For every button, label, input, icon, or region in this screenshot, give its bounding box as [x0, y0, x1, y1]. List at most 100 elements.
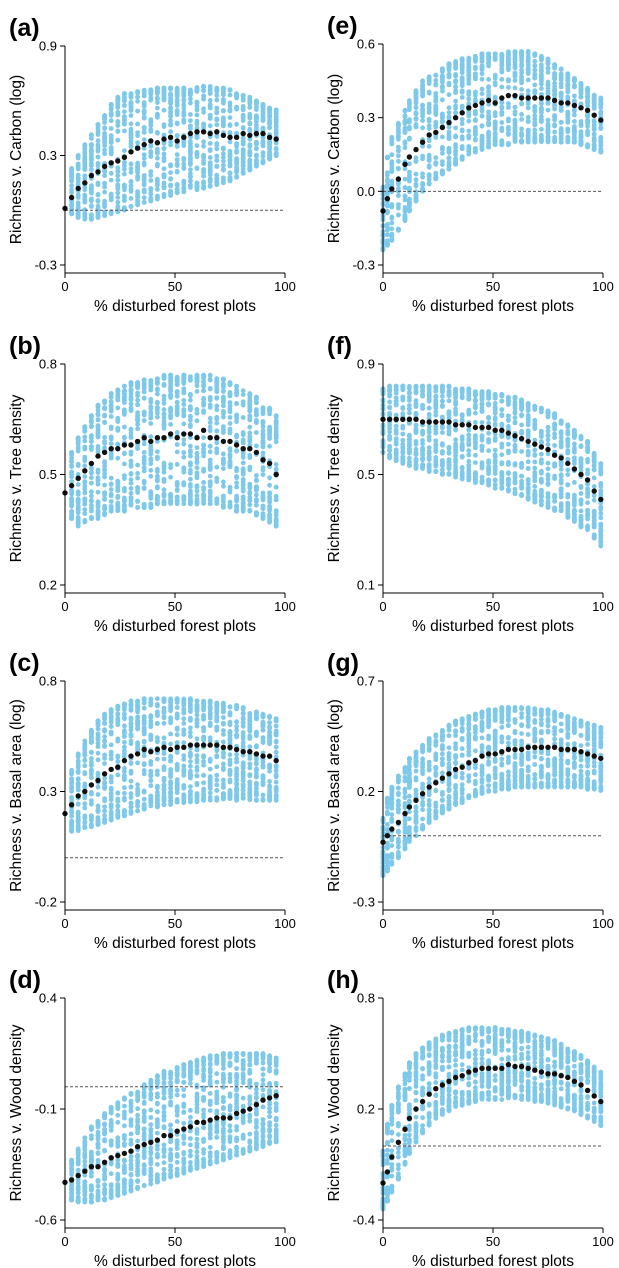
scatter-point: [466, 113, 472, 119]
scatter-point: [115, 387, 121, 393]
scatter-point: [240, 432, 246, 438]
scatter-point: [387, 404, 392, 410]
scatter-point: [407, 126, 412, 132]
scatter-point: [459, 437, 465, 442]
scatter-point: [89, 489, 94, 495]
scatter-point: [194, 125, 200, 131]
scatter-point: [486, 401, 491, 407]
scatter-point: [389, 220, 395, 226]
scatter-point: [254, 146, 259, 151]
scatter-point: [240, 488, 246, 494]
scatter-point: [201, 403, 207, 408]
scatter-point: [194, 151, 200, 157]
scatter-point: [102, 204, 107, 210]
panel-label: (f): [327, 332, 352, 360]
scatter-point: [240, 460, 246, 466]
scatter-point: [201, 497, 207, 503]
scatter-point: [188, 162, 193, 167]
scatter-point: [473, 109, 478, 115]
scatter-point: [135, 168, 141, 173]
scatter-point: [396, 181, 401, 187]
scatter-point: [499, 77, 505, 82]
scatter-point: [174, 163, 180, 169]
scatter-point: [240, 415, 246, 420]
scatter-point: [254, 153, 259, 159]
scatter-point: [433, 91, 439, 96]
scatter-point: [174, 120, 180, 126]
scatter-point: [95, 122, 101, 127]
scatter-point: [273, 152, 279, 157]
scatter-point: [433, 98, 439, 104]
scatter-point: [512, 111, 518, 117]
scatter-point: [194, 501, 200, 507]
scatter-point: [214, 420, 220, 426]
scatter-point: [181, 97, 187, 102]
scatter-point: [413, 446, 419, 452]
scatter-point: [512, 399, 518, 405]
scatter-point: [221, 86, 226, 92]
scatter-point: [168, 183, 174, 189]
scatter-point: [512, 406, 518, 411]
scatter-point: [141, 195, 147, 201]
y-axis-label: Richness v. Tree density: [8, 394, 25, 562]
scatter-point: [181, 450, 187, 455]
scatter-point: [479, 463, 485, 469]
scatter-point: [141, 505, 147, 510]
scatter-point: [459, 413, 465, 419]
scatter-point: [420, 118, 425, 123]
scatter-point: [453, 105, 458, 111]
scatter-point: [466, 128, 472, 134]
scatter-point: [194, 103, 200, 109]
scatter-point: [168, 176, 174, 182]
scatter-point: [234, 401, 240, 407]
scatter-point: [221, 108, 226, 113]
scatter-point: [525, 77, 531, 83]
scatter-point: [413, 457, 419, 463]
scatter-point: [194, 465, 200, 471]
scatter-point: [254, 473, 259, 478]
mean-point: [88, 172, 95, 179]
scatter-point: [227, 100, 233, 106]
scatter-point: [234, 175, 240, 180]
scatter-point: [135, 490, 141, 495]
scatter-point: [532, 63, 538, 69]
scatter-point: [155, 400, 160, 406]
scatter-point: [82, 425, 88, 431]
mean-point: [538, 95, 545, 101]
scatter-point: [396, 136, 401, 142]
scatter-point: [102, 496, 107, 501]
scatter-point: [214, 428, 220, 434]
scatter-point: [148, 191, 154, 197]
scatter-point: [122, 206, 127, 212]
scatter-point: [148, 456, 154, 462]
scatter-point: [194, 181, 200, 187]
scatter-point: [141, 382, 147, 388]
scatter-point: [402, 213, 408, 219]
scatter-point: [389, 161, 395, 167]
scatter-point: [466, 151, 472, 157]
scatter-point: [102, 398, 107, 404]
scatter-point: [148, 496, 154, 501]
scatter-point: [227, 463, 233, 469]
scatter-point: [82, 154, 88, 160]
scatter-point: [389, 136, 395, 141]
scatter-point: [525, 66, 531, 72]
scatter-point: [168, 415, 174, 421]
scatter-point: [539, 132, 544, 138]
scatter-point: [247, 391, 253, 397]
scatter-point: [585, 89, 590, 94]
scatter-point: [578, 121, 584, 127]
scatter-point: [69, 203, 74, 208]
scatter-point: [240, 502, 246, 507]
scatter-point: [135, 426, 141, 432]
scatter-point: [221, 411, 226, 416]
scatter-point: [512, 65, 518, 71]
scatter-point: [499, 56, 505, 61]
scatter-point: [188, 139, 193, 144]
scatter-point: [585, 103, 590, 109]
scatter-point: [440, 461, 445, 466]
scatter-point: [446, 129, 452, 135]
x-tick-label: 0: [379, 279, 386, 294]
mean-point: [479, 100, 485, 106]
scatter-point: [188, 146, 193, 152]
